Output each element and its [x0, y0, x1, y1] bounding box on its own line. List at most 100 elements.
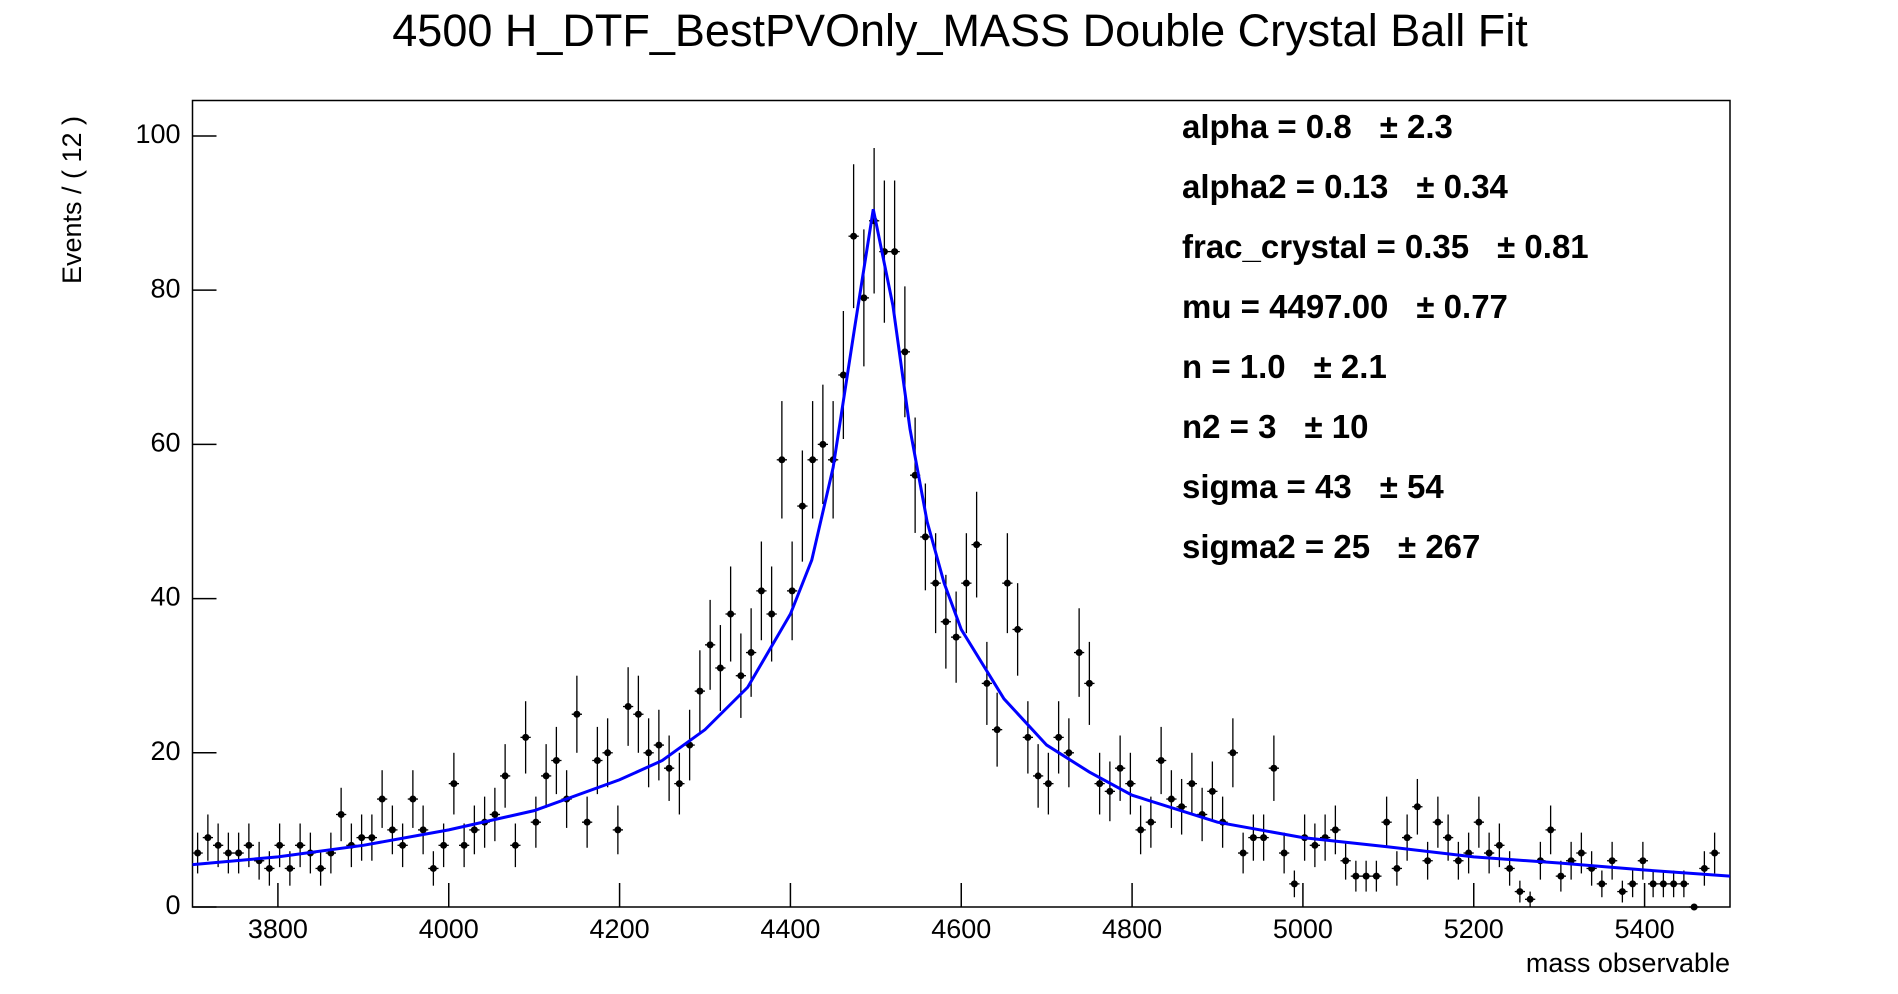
data-point [776, 401, 787, 519]
point [1475, 818, 1483, 826]
data-point [992, 692, 1003, 767]
parameter-value: n2 = 3 [1182, 408, 1276, 445]
parameter-value: n = 1.0 [1182, 348, 1286, 385]
data-point [284, 851, 295, 886]
point [1629, 880, 1637, 888]
data-point [807, 401, 818, 519]
x-axis-label: mass observable [1526, 948, 1730, 978]
data-point [602, 718, 613, 788]
parameter-error: ± 2.1 [1314, 348, 1387, 385]
x-tick-label: 4600 [931, 914, 991, 944]
point [1485, 849, 1493, 857]
data-point [1320, 814, 1331, 861]
point [1516, 888, 1524, 896]
point [839, 371, 847, 379]
data-point [274, 823, 285, 868]
data-point [1176, 778, 1187, 835]
y-tick-label: 40 [150, 582, 180, 612]
point [1260, 834, 1268, 842]
point [921, 533, 929, 541]
fit-parameter: n2 = 3 ± 10 [1182, 408, 1368, 445]
point [624, 703, 632, 711]
parameter-error: ± 2.3 [1380, 108, 1453, 145]
data-point [1514, 880, 1525, 903]
point [901, 348, 909, 356]
point [645, 749, 653, 757]
data-point [1350, 860, 1361, 892]
point [716, 664, 724, 672]
data-point [1545, 805, 1556, 855]
point [737, 672, 745, 680]
data-point [1043, 752, 1054, 815]
point [1188, 780, 1196, 788]
parameter-error: ± 54 [1380, 468, 1445, 505]
parameter-value: alpha = 0.8 [1182, 108, 1352, 145]
point [1690, 903, 1698, 911]
point [727, 610, 735, 618]
point [1495, 841, 1503, 849]
point [1352, 872, 1360, 880]
parameter-error: ± 10 [1304, 408, 1368, 445]
data-point [233, 832, 244, 874]
point [1167, 795, 1175, 803]
point [1034, 772, 1042, 780]
fit-curve [192, 208, 1731, 878]
y-tick-label: 0 [165, 890, 180, 920]
point [1372, 872, 1380, 880]
point [552, 757, 560, 765]
data-point [336, 787, 347, 842]
data-point [1555, 860, 1566, 892]
data-point [674, 752, 685, 815]
point [1424, 857, 1432, 865]
point [1557, 872, 1565, 880]
point [696, 687, 704, 695]
point [942, 618, 950, 626]
fit-parameter: frac_crystal = 0.35 ± 0.81 [1182, 228, 1589, 265]
point [1434, 818, 1442, 826]
data-point [315, 851, 326, 886]
data-point [643, 718, 654, 788]
point [532, 818, 540, 826]
point [224, 849, 232, 857]
data-point [1238, 832, 1249, 874]
x-tick-label: 4200 [590, 914, 650, 944]
data-point [1494, 823, 1505, 868]
plot-frame [191, 99, 1731, 908]
data-point [1709, 832, 1720, 874]
point [214, 841, 222, 849]
data-point [459, 823, 470, 868]
point [1598, 880, 1606, 888]
data-point [356, 814, 367, 861]
data-point [1422, 841, 1433, 880]
point [368, 834, 376, 842]
point [973, 541, 981, 549]
point [747, 649, 755, 657]
point [1311, 841, 1319, 849]
data-point [1576, 832, 1587, 874]
point [583, 818, 591, 826]
data-point [951, 591, 962, 683]
parameter-value: frac_crystal = 0.35 [1182, 228, 1469, 265]
point [296, 841, 304, 849]
data-point [254, 841, 265, 880]
point [1649, 880, 1657, 888]
data-point [1432, 796, 1443, 848]
data-point [1258, 814, 1269, 861]
data-point [981, 641, 992, 725]
point [706, 641, 714, 649]
point [1003, 579, 1011, 587]
data-point [1135, 805, 1146, 855]
point [265, 864, 273, 872]
point [1270, 764, 1278, 772]
data-point [387, 805, 398, 855]
point [501, 772, 509, 780]
data-point [1504, 851, 1515, 886]
point [1700, 864, 1708, 872]
data-point [1094, 752, 1105, 815]
point [194, 849, 202, 857]
point [819, 440, 827, 448]
data-point [1289, 870, 1300, 898]
data-point [1156, 726, 1167, 795]
data-point [848, 164, 859, 309]
